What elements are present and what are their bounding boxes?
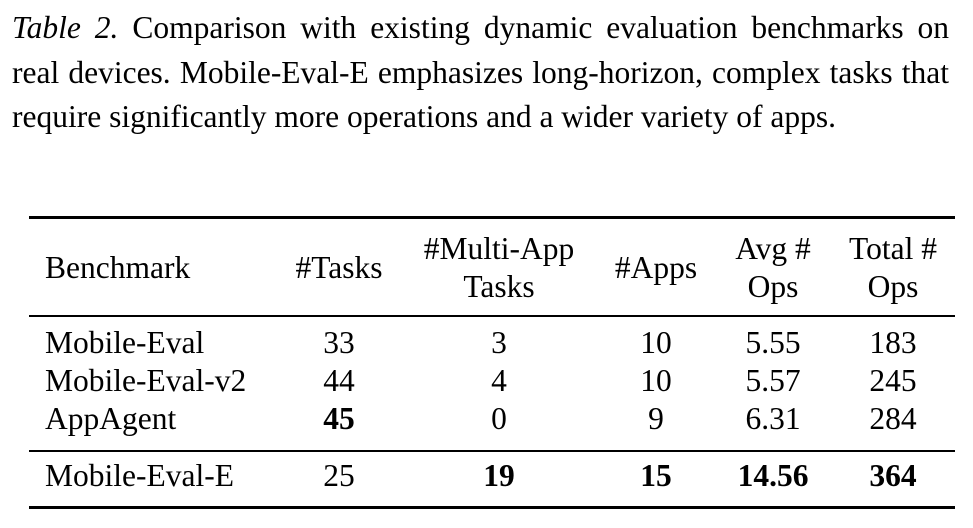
table-header-rule xyxy=(29,315,955,317)
header-avg-ops-line1: Avg # xyxy=(735,231,811,266)
row-total-ops: 245 xyxy=(869,363,917,398)
row-apps: 15 xyxy=(640,458,672,493)
table-top-rule xyxy=(29,216,955,219)
header-total-ops: Total # Ops xyxy=(849,230,937,306)
header-multi-app-tasks: #Multi-App Tasks xyxy=(424,230,575,306)
row-total-ops: 284 xyxy=(869,401,917,436)
caption-label: Table 2. xyxy=(12,10,119,45)
row-avg-ops: 5.55 xyxy=(745,325,801,360)
row-apps: 10 xyxy=(640,325,672,360)
row-apps: 10 xyxy=(640,363,672,398)
row-multi-app: 0 xyxy=(491,401,507,436)
caption-text: Comparison with existing dynamic evaluat… xyxy=(12,10,950,134)
row-avg-ops: 6.31 xyxy=(745,401,801,436)
header-tasks: #Tasks xyxy=(295,250,383,285)
row-benchmark: Mobile-Eval-v2 xyxy=(45,363,247,398)
row-avg-ops: 5.57 xyxy=(745,363,801,398)
header-total-ops-line1: Total # xyxy=(849,231,937,266)
table-caption: Table 2. Comparison with existing dynami… xyxy=(12,6,949,140)
table-mid-rule xyxy=(29,450,955,452)
row-benchmark: AppAgent xyxy=(45,401,177,436)
row-tasks: 44 xyxy=(323,363,355,398)
row-multi-app: 4 xyxy=(491,363,507,398)
row-avg-ops: 14.56 xyxy=(737,458,809,493)
row-total-ops: 364 xyxy=(869,458,917,493)
row-multi-app: 3 xyxy=(491,325,507,360)
header-multi-app-line2: Tasks xyxy=(463,269,535,304)
row-tasks: 45 xyxy=(323,401,355,436)
table-bottom-rule xyxy=(29,506,955,509)
row-apps: 9 xyxy=(648,401,664,436)
header-avg-ops-line2: Ops xyxy=(747,269,799,304)
row-multi-app: 19 xyxy=(483,458,515,493)
header-apps: #Apps xyxy=(614,250,698,285)
row-total-ops: 183 xyxy=(869,325,917,360)
header-total-ops-line2: Ops xyxy=(867,269,919,304)
row-tasks: 25 xyxy=(323,458,355,493)
row-benchmark: Mobile-Eval-E xyxy=(45,458,234,493)
row-tasks: 33 xyxy=(323,325,355,360)
row-benchmark: Mobile-Eval xyxy=(45,325,205,360)
header-benchmark: Benchmark xyxy=(45,250,191,285)
header-multi-app-line1: #Multi-App xyxy=(423,231,575,266)
header-avg-ops: Avg # Ops xyxy=(735,230,811,306)
